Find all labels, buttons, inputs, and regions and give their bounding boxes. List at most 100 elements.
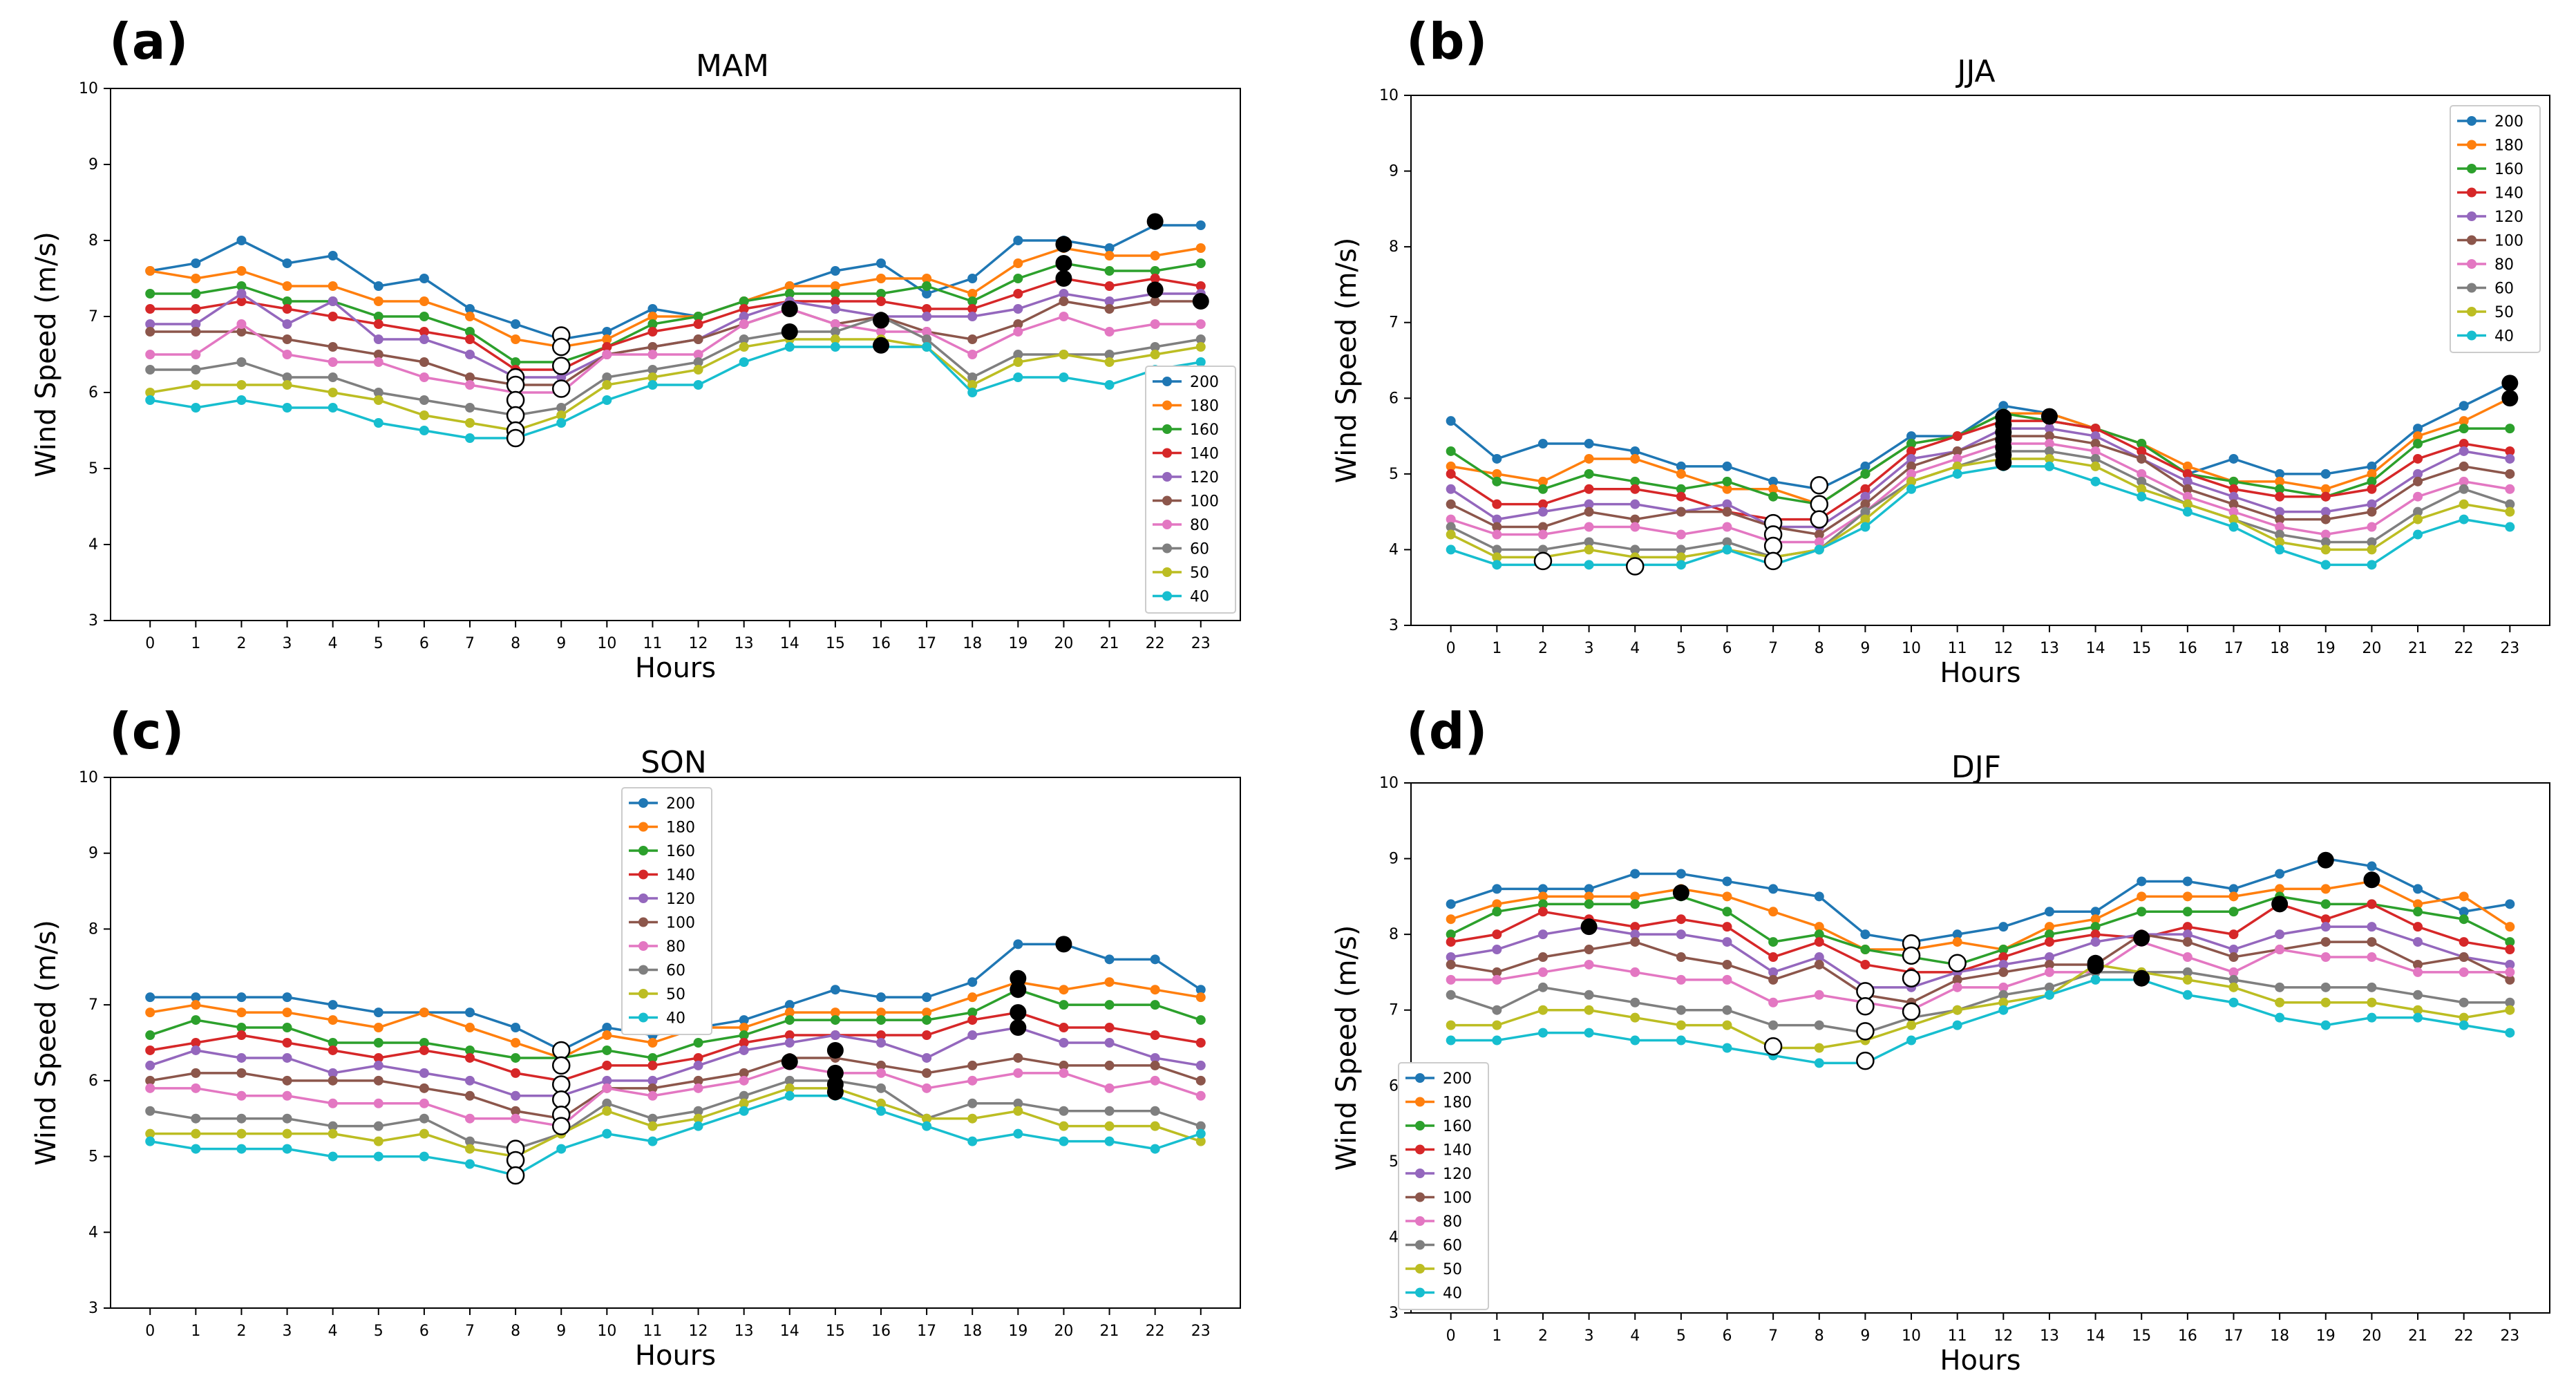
chart-title: MAM — [696, 48, 769, 84]
series-160 — [1446, 891, 2515, 969]
x-tick-label: 16 — [2178, 1327, 2197, 1345]
data-point — [236, 1128, 247, 1139]
data-point — [2228, 907, 2239, 917]
data-point — [2182, 929, 2193, 940]
data-point — [1676, 461, 1686, 471]
data-point — [1676, 1035, 1686, 1046]
data-point — [2459, 439, 2469, 449]
data-point — [145, 1128, 155, 1139]
data-point — [2367, 507, 2377, 517]
data-point — [1195, 1136, 1206, 1146]
data-point — [784, 1090, 795, 1101]
data-point — [602, 372, 612, 382]
data-point — [922, 312, 932, 321]
data-point — [1630, 1035, 1640, 1046]
data-point — [373, 1075, 383, 1086]
data-point — [2275, 469, 2285, 479]
legend-swatch-marker — [1415, 1073, 1425, 1083]
closed-marker — [826, 1084, 844, 1101]
data-point — [1722, 974, 1732, 985]
data-point — [1998, 990, 2009, 1000]
data-point — [739, 1030, 749, 1041]
x-tick-label: 4 — [328, 1323, 338, 1340]
data-point — [967, 1136, 978, 1146]
open-marker — [551, 1056, 571, 1075]
data-point — [2367, 484, 2377, 494]
data-point — [465, 403, 475, 413]
data-point — [1722, 907, 1732, 917]
x-tick-label: 20 — [2362, 640, 2381, 657]
data-point — [1492, 967, 1502, 977]
data-point — [191, 1068, 201, 1078]
data-point — [602, 1030, 612, 1041]
x-axis-label: Hours — [635, 1340, 716, 1372]
data-point — [2413, 959, 2423, 969]
data-point — [191, 289, 201, 299]
closed-marker — [826, 1064, 844, 1081]
x-tick-label: 2 — [236, 635, 246, 652]
data-point — [2228, 967, 2239, 977]
data-point — [2228, 522, 2239, 532]
x-tick-label: 6 — [1722, 1327, 1732, 1345]
data-point — [1768, 967, 1779, 977]
data-point — [282, 296, 292, 306]
closed-marker — [1055, 936, 1072, 953]
y-tick-label: 6 — [88, 384, 98, 401]
data-point — [1906, 484, 1917, 494]
data-point — [739, 1038, 749, 1048]
data-point — [282, 1075, 292, 1086]
data-point — [465, 1075, 475, 1086]
data-point — [2320, 514, 2331, 524]
x-tick-label: 13 — [735, 635, 754, 652]
data-point — [2505, 937, 2515, 947]
legend-label: 50 — [1190, 565, 1209, 582]
data-point — [328, 372, 338, 382]
data-point — [1195, 1075, 1206, 1086]
data-point — [2228, 945, 2239, 955]
data-point — [2275, 529, 2285, 540]
data-point — [1860, 491, 1871, 502]
data-point — [784, 1008, 795, 1018]
legend-swatch-marker — [1162, 543, 1172, 554]
x-tick-label: 9 — [1860, 640, 1870, 657]
data-point — [2413, 922, 2423, 932]
data-point — [1492, 974, 1502, 985]
data-point — [784, 1083, 795, 1093]
data-point — [784, 1075, 795, 1086]
data-point — [922, 1030, 932, 1041]
data-point — [1860, 461, 1871, 471]
data-point — [647, 380, 658, 390]
data-point — [1537, 899, 1548, 909]
legend-label: 140 — [1190, 446, 1219, 463]
data-point — [1446, 899, 1456, 909]
data-point — [830, 289, 840, 299]
data-point — [2044, 446, 2054, 456]
data-point — [419, 274, 429, 283]
data-point — [1013, 1128, 1023, 1139]
x-tick-label: 18 — [2270, 1327, 2289, 1345]
data-point — [1860, 507, 1871, 517]
open-marker — [1763, 1037, 1783, 1056]
y-tick-label: 9 — [1389, 851, 1399, 868]
data-point — [2275, 945, 2285, 955]
data-point — [967, 1113, 978, 1124]
data-point — [419, 327, 429, 337]
data-point — [2459, 914, 2469, 925]
data-point — [1630, 997, 1640, 1008]
x-tick-label: 21 — [2408, 640, 2427, 657]
data-point — [2044, 982, 2054, 992]
data-point — [2367, 476, 2377, 486]
x-tick-label: 3 — [1584, 1327, 1594, 1345]
data-point — [784, 342, 795, 352]
x-tick-label: 22 — [1146, 1323, 1165, 1340]
legend-swatch-marker — [1415, 1097, 1425, 1107]
data-point — [1676, 1020, 1686, 1030]
data-point — [967, 1098, 978, 1108]
data-point — [373, 1136, 383, 1146]
legend-swatch-marker — [638, 1012, 648, 1023]
chart-title: SON — [641, 745, 706, 780]
data-point — [1722, 891, 1732, 902]
data-point — [1059, 350, 1069, 359]
data-point — [1150, 985, 1160, 995]
data-point — [328, 281, 338, 291]
